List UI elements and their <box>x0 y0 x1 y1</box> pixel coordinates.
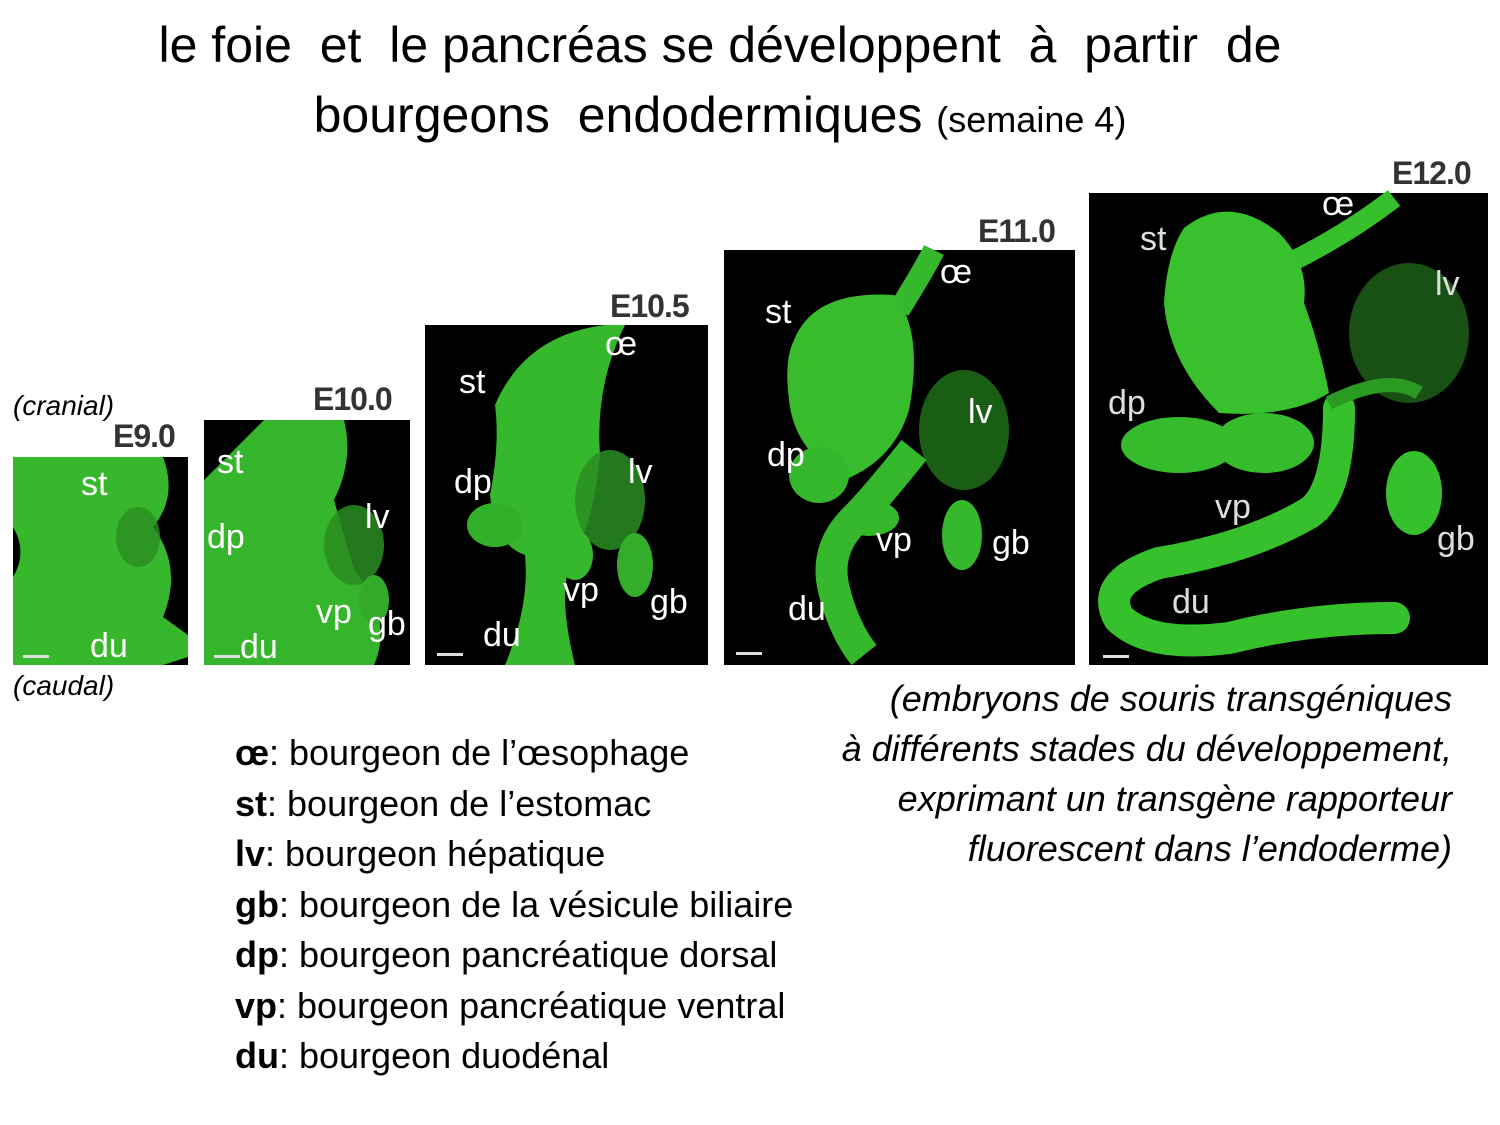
gallbladder <box>617 533 653 597</box>
label-du: du <box>90 627 128 665</box>
label-lv: lv <box>365 498 390 536</box>
slide-title-line2: bourgeons endodermiques (semaine 4) <box>0 90 1440 140</box>
legend-item: dp: bourgeon pancréatique dorsal <box>235 934 778 975</box>
duodenum <box>815 440 927 665</box>
gallbladder <box>942 500 982 570</box>
label-dp: dp <box>207 518 245 556</box>
notch <box>13 527 21 577</box>
label-du: du <box>788 590 826 628</box>
figure-caption: (embryons de souris transgéniques à diff… <box>842 674 1452 874</box>
stage-label-e10: E10.0 <box>313 381 393 417</box>
label-dp: dp <box>1108 384 1146 422</box>
label-gb: gb <box>368 605 406 643</box>
scale-bar <box>736 652 762 655</box>
stage-label-e10-5: E10.5 <box>610 288 690 324</box>
scale-bar <box>23 655 49 658</box>
label-gb: gb <box>992 524 1030 562</box>
label-oe: œ <box>605 325 638 363</box>
label-lv: lv <box>628 453 653 491</box>
fluorescence-drawing <box>13 457 188 665</box>
title-week: (semaine 4) <box>936 99 1127 140</box>
stage-label-e11: E11.0 <box>978 213 1056 249</box>
fluorescence-drawing <box>467 325 653 665</box>
fluorescence-drawing <box>204 420 389 665</box>
label-dp: dp <box>767 436 805 474</box>
dorsal-pancreas <box>789 447 849 503</box>
dorsal-pancreas <box>467 503 523 547</box>
label-st: st <box>217 443 244 481</box>
label-gb: gb <box>1437 520 1475 558</box>
embryo-image-e10-5: œ st dp lv vp gb du <box>425 325 708 665</box>
slide-title-line1: le foie et le pancréas se développent à … <box>158 17 1282 73</box>
liver-bud <box>1349 263 1469 403</box>
label-lv: lv <box>968 393 993 431</box>
stage-label-e9: E9.0 <box>113 418 176 454</box>
dorsal-pancreas-1 <box>1121 417 1237 473</box>
caudal-label: (caudal) <box>13 670 115 701</box>
scale-bar <box>437 653 463 656</box>
title-main: bourgeons endodermiques <box>313 87 923 143</box>
caption-line: (embryons de souris transgéniques <box>889 678 1452 719</box>
scale-bar <box>214 655 240 658</box>
dorsal-pancreas-2 <box>1214 413 1314 473</box>
legend-item: lv: bourgeon hépatique <box>235 833 606 874</box>
label-lv: lv <box>1435 265 1460 303</box>
abbreviation-legend: œ: bourgeon de l’œsophage st: bourgeon d… <box>235 728 793 1082</box>
label-vp: vp <box>563 571 599 609</box>
label-vp: vp <box>876 521 912 559</box>
liver-bud <box>575 450 645 550</box>
gallbladder-bud <box>359 575 389 625</box>
label-oe: œ <box>940 253 973 291</box>
label-st: st <box>459 363 486 401</box>
label-vp: vp <box>316 593 352 631</box>
legend-item: œ: bourgeon de l’œsophage <box>235 732 690 773</box>
liver-bud <box>919 370 1009 490</box>
label-vp: vp <box>1215 488 1251 526</box>
fluorescence-drawing <box>1098 190 1469 657</box>
gallbladder <box>1386 451 1442 535</box>
scale-bar <box>1103 655 1129 658</box>
caption-line: exprimant un transgène rapporteur <box>897 778 1452 819</box>
label-du: du <box>240 628 278 666</box>
stomach <box>204 420 381 665</box>
caption-line: fluorescent dans l’endoderme) <box>967 828 1452 869</box>
label-du: du <box>1172 583 1210 621</box>
liver-bud <box>324 505 384 585</box>
caption-line: à différents stades du développement, <box>841 728 1452 769</box>
label-st: st <box>1140 220 1167 258</box>
label-gb: gb <box>650 583 688 621</box>
cranial-label: (cranial) <box>13 390 115 421</box>
fluorescence-drawing <box>787 245 1009 665</box>
label-st: st <box>765 293 792 331</box>
embryo-image-e11: œ st lv dp vp gb du <box>724 245 1075 665</box>
embryo-image-e10: st dp lv vp gb du <box>204 420 410 665</box>
duodenum <box>1098 392 1410 657</box>
legend-item: du: bourgeon duodénal <box>235 1035 610 1076</box>
oesophagus <box>889 245 944 316</box>
cystic-duct <box>1325 378 1423 410</box>
legend-item: st: bourgeon de l’estomac <box>235 782 652 824</box>
legend-item: gb: bourgeon de la vésicule biliaire <box>235 883 794 925</box>
label-oe: œ <box>1322 185 1355 223</box>
embryo-image-e9: st du <box>13 457 188 665</box>
ventral-pancreas <box>839 500 899 536</box>
stomach <box>787 294 914 480</box>
label-st: st <box>81 465 108 503</box>
embryo-image-e12: œ st lv dp vp gb du <box>1089 187 1488 665</box>
stomach-oesophagus <box>490 325 625 665</box>
ventral-pancreas <box>557 530 593 580</box>
label-dp: dp <box>454 463 492 501</box>
oesophagus <box>1284 190 1401 272</box>
label-du: du <box>483 616 521 654</box>
liver-bud-cells <box>116 507 160 567</box>
stage-label-e12: E12.0 <box>1392 155 1472 191</box>
legend-item: vp: bourgeon pancréatique ventral <box>235 984 786 1026</box>
stomach <box>1164 211 1329 414</box>
